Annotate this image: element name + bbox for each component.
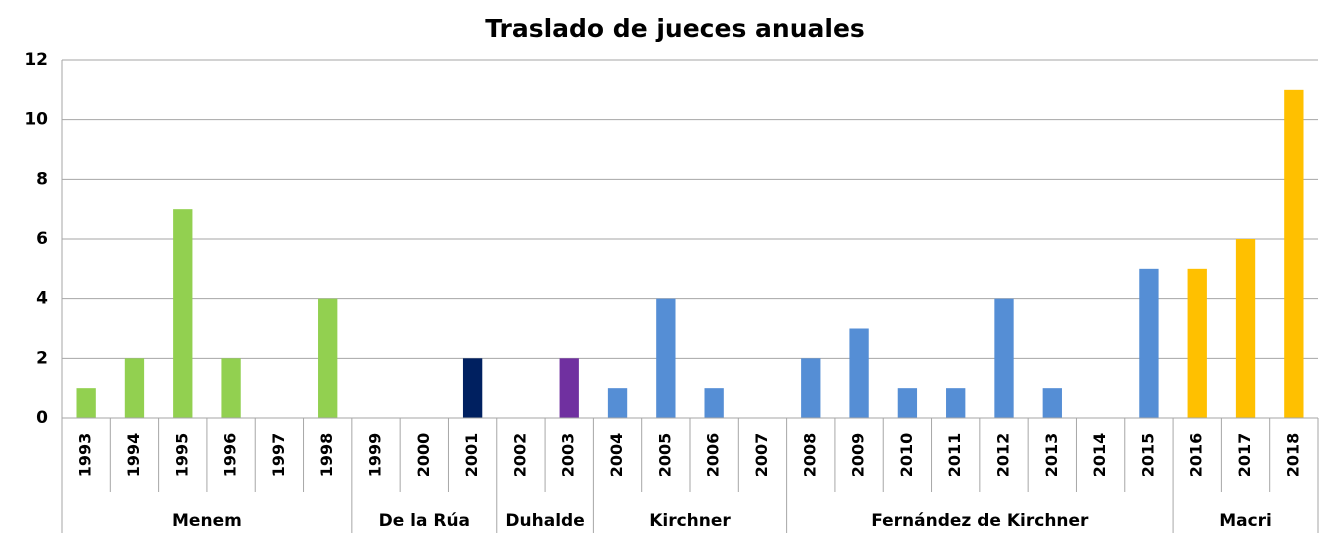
bar — [124, 358, 145, 418]
x-tick-label: 1995 — [172, 433, 191, 478]
bar — [656, 298, 676, 418]
y-tick-label: 4 — [36, 289, 48, 309]
bar — [462, 358, 483, 418]
group-label: Fernández de Kirchner — [871, 511, 1089, 531]
bar — [76, 388, 96, 418]
x-tick-label: 2009 — [849, 433, 868, 478]
bar — [173, 209, 193, 418]
x-tick-label: 2018 — [1283, 433, 1302, 478]
x-tick-label: 1999 — [366, 433, 385, 478]
x-tick-label: 2017 — [1235, 433, 1254, 478]
bar — [318, 298, 338, 418]
x-tick-label: 1998 — [317, 433, 336, 478]
group-label: Duhalde — [505, 511, 584, 531]
x-tick-label: 2004 — [607, 433, 626, 478]
y-tick-label: 8 — [36, 169, 48, 189]
x-tick-label: 1993 — [76, 433, 95, 478]
x-tick-label: 2006 — [704, 433, 723, 478]
x-tick-label: 1994 — [124, 433, 143, 478]
x-tick-label: 2010 — [897, 433, 916, 478]
x-tick-label: 2011 — [945, 433, 964, 478]
y-tick-label: 6 — [36, 229, 48, 249]
x-tick-label: 2000 — [414, 433, 433, 478]
x-tick-label: 2015 — [1138, 433, 1157, 478]
bar — [1284, 89, 1304, 418]
x-tick-label: 2008 — [800, 433, 819, 478]
bar — [946, 388, 966, 418]
bar — [607, 388, 628, 418]
x-tick-label: 2003 — [559, 433, 578, 478]
bar — [994, 298, 1014, 418]
x-tick-label: 2013 — [1042, 433, 1061, 478]
x-tick-label: 1996 — [221, 433, 240, 478]
bar — [559, 358, 579, 418]
bar — [704, 388, 724, 418]
bar — [1235, 239, 1256, 418]
group-label: Kirchner — [649, 511, 731, 531]
group-label: Menem — [172, 511, 242, 531]
y-tick-label: 0 — [36, 408, 48, 428]
y-tick-label: 2 — [36, 348, 48, 368]
group-label: De la Rúa — [379, 511, 470, 531]
bar — [1187, 268, 1207, 418]
y-tick-label: 10 — [24, 110, 48, 130]
chart-title: Traslado de jueces anuales — [485, 14, 865, 43]
bar — [897, 388, 918, 418]
group-label: Macri — [1219, 511, 1272, 531]
bar — [849, 328, 869, 418]
y-tick-label: 12 — [24, 50, 48, 70]
x-tick-label: 2014 — [1090, 433, 1109, 478]
bar — [1139, 268, 1159, 418]
x-tick-label: 2012 — [994, 433, 1013, 478]
x-tick-label: 2005 — [655, 433, 674, 478]
x-tick-label: 2007 — [752, 433, 771, 478]
bar — [221, 358, 241, 418]
bar — [801, 358, 821, 418]
x-tick-label: 2001 — [462, 433, 481, 478]
x-tick-label: 1997 — [269, 433, 288, 478]
x-tick-label: 2016 — [1187, 433, 1206, 478]
x-tick-label: 2002 — [510, 433, 529, 478]
bar — [1042, 388, 1062, 418]
